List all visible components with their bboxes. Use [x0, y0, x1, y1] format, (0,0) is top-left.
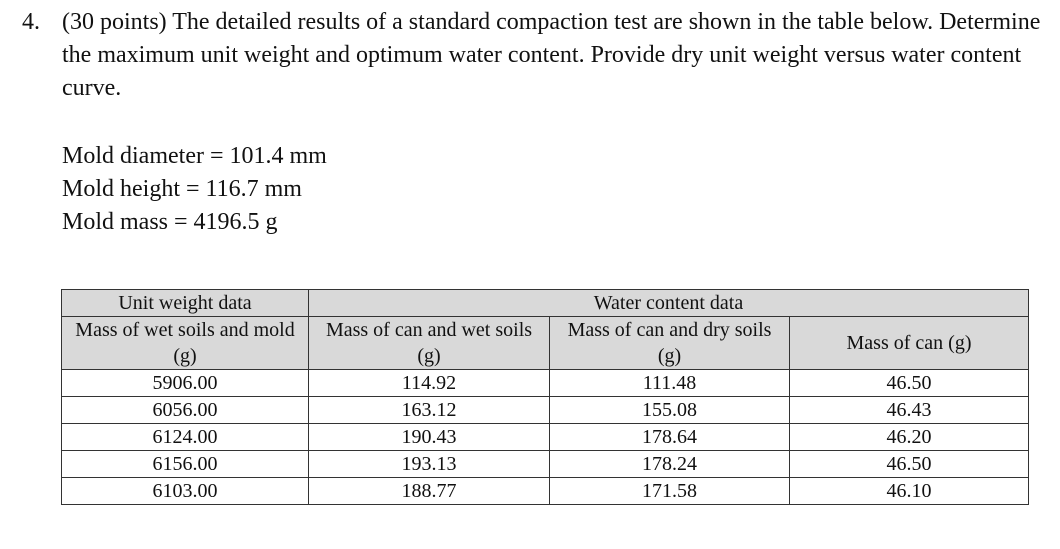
table-cell: 46.20 — [788, 423, 1030, 451]
problem-number: 4. — [22, 9, 40, 35]
water-content-group-header: Water content data — [307, 289, 1030, 317]
table-cell: 178.24 — [549, 450, 790, 478]
table-cell: 6056.00 — [61, 396, 309, 424]
table-row: 6124.00 190.43 178.64 46.20 — [61, 423, 1030, 451]
table-cell: 6124.00 — [61, 423, 309, 451]
table-cell: 111.48 — [549, 369, 790, 397]
column-header-can-wet-soil: Mass of can and wet soils (g) — [308, 316, 550, 370]
table-cell: 6156.00 — [61, 450, 309, 478]
table-cell: 188.77 — [308, 477, 550, 505]
table-row: 6103.00 188.77 171.58 46.10 — [61, 477, 1030, 505]
column-header-row: Mass of wet soils and mold (g) Mass of c… — [61, 316, 1030, 370]
table-row: 6056.00 163.12 155.08 46.43 — [61, 396, 1030, 424]
table-cell: 171.58 — [549, 477, 790, 505]
mold-diameter: Mold diameter = 101.4 mm — [62, 143, 327, 169]
mold-mass: Mold mass = 4196.5 g — [62, 209, 278, 235]
mold-height: Mold height = 116.7 mm — [62, 176, 302, 202]
table-cell: 46.10 — [788, 477, 1030, 505]
problem-statement: 4. (30 points) The detailed results of a… — [0, 6, 1050, 105]
table-cell: 46.43 — [788, 396, 1030, 424]
compaction-data-table: Unit weight data Water content data Mass… — [61, 289, 1030, 505]
table-cell: 114.92 — [308, 369, 550, 397]
table-cell: 46.50 — [788, 450, 1030, 478]
column-header-can-mass: Mass of can (g) — [788, 316, 1030, 370]
column-header-wet-soil-mold: Mass of wet soils and mold (g) — [61, 316, 309, 370]
table-cell: 163.12 — [308, 396, 550, 424]
column-header-can-dry-soil: Mass of can and dry soils (g) — [549, 316, 790, 370]
group-header-row: Unit weight data Water content data — [61, 289, 1030, 317]
table-cell: 5906.00 — [61, 369, 309, 397]
table-cell: 6103.00 — [61, 477, 309, 505]
given-values: Mold diameter = 101.4 mm Mold height = 1… — [62, 140, 327, 239]
table-cell: 155.08 — [549, 396, 790, 424]
table-cell: 190.43 — [308, 423, 550, 451]
table-cell: 193.13 — [308, 450, 550, 478]
table-cell: 46.50 — [788, 369, 1030, 397]
table-row: 5906.00 114.92 111.48 46.50 — [61, 369, 1030, 397]
problem-text: (30 points) The detailed results of a st… — [62, 9, 1041, 101]
table-row: 6156.00 193.13 178.24 46.50 — [61, 450, 1030, 478]
unit-weight-group-header: Unit weight data — [61, 289, 309, 317]
table-cell: 178.64 — [549, 423, 790, 451]
